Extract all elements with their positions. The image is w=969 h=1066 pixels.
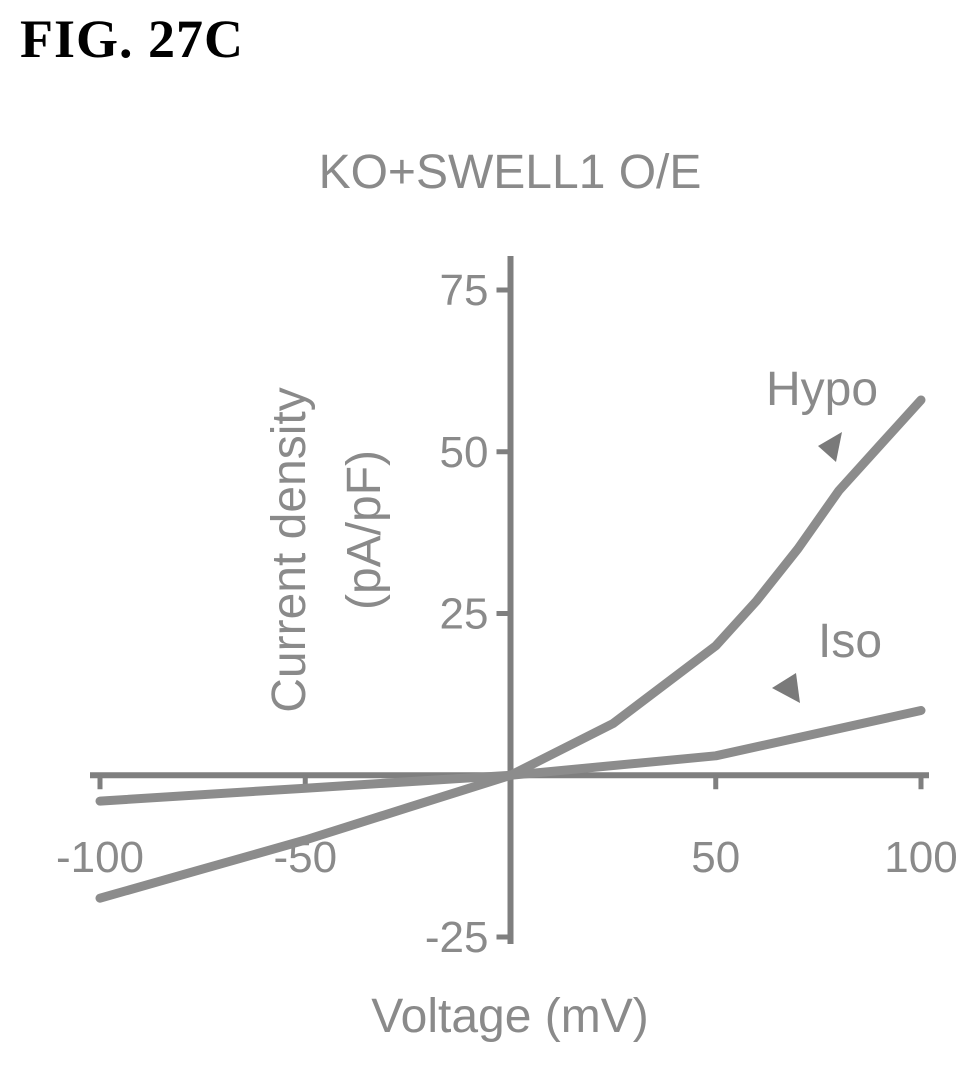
x-tick-label: -100	[56, 833, 144, 882]
axes	[90, 256, 929, 944]
y-tick-label: 25	[440, 590, 489, 639]
y-axis-label-line2: (pA/pF)	[338, 450, 391, 610]
x-axis-label: Voltage (mV)	[371, 990, 648, 1043]
y-tick-label: 75	[440, 266, 489, 315]
series-arrow-hypo	[818, 432, 842, 462]
series-arrow-iso	[772, 673, 800, 703]
y-tick-label: -25	[425, 913, 489, 962]
y-tick-label: 50	[440, 428, 489, 477]
x-tick-label: 100	[884, 833, 957, 882]
y-axis-label-line1: Current density	[263, 387, 316, 712]
series-label-iso: Iso	[818, 615, 882, 668]
x-tick-label: 50	[691, 833, 740, 882]
series-label-hypo: Hypo	[766, 363, 878, 416]
chart-title: KO+SWELL1 O/E	[319, 146, 702, 199]
